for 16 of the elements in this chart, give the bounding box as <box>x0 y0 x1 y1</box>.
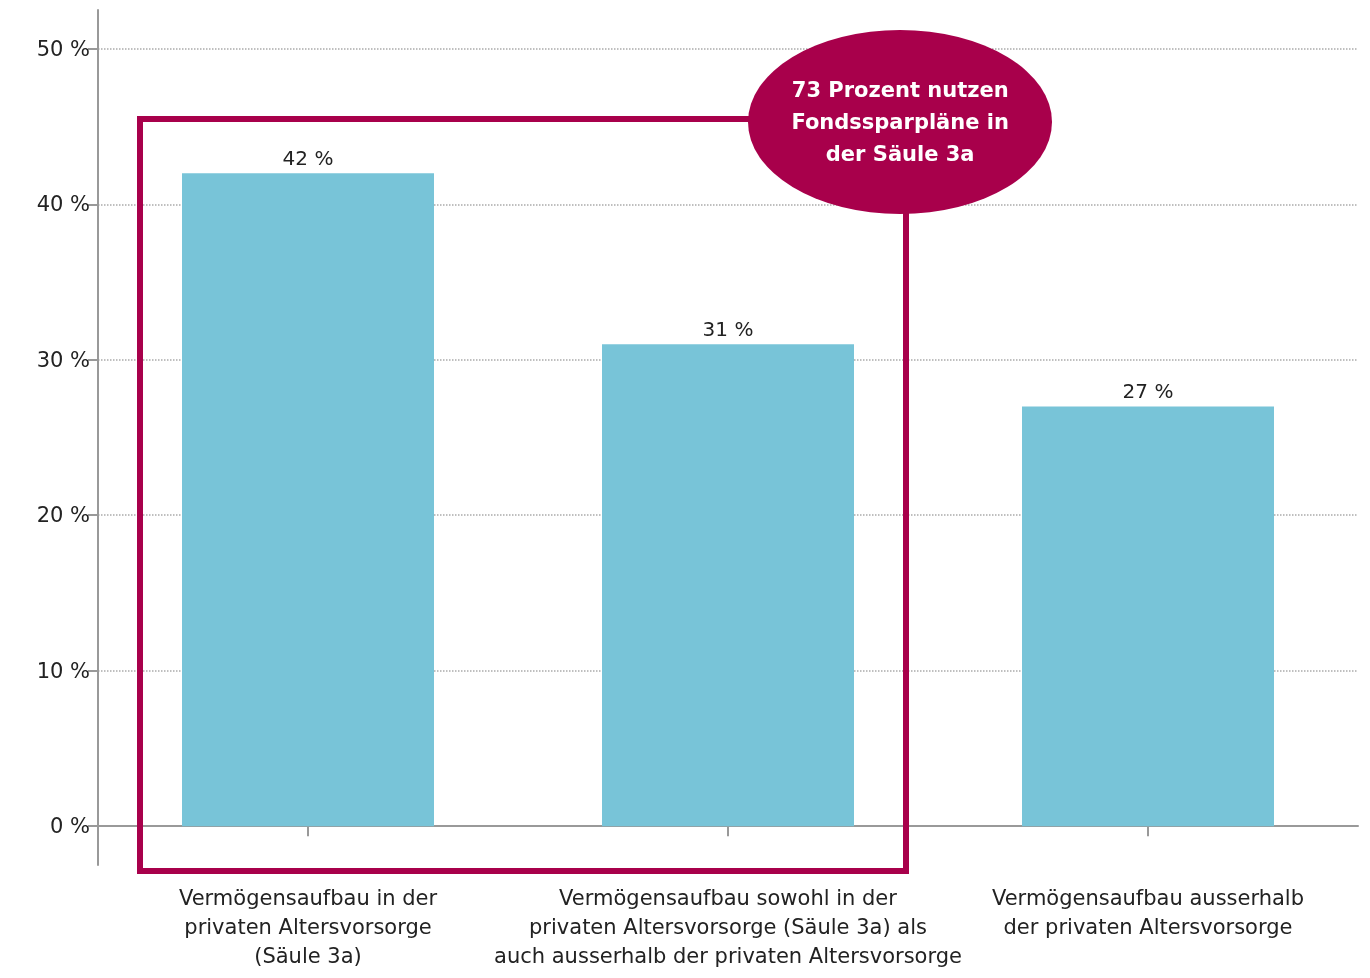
y-tick-label: 20 % <box>36 503 90 528</box>
y-tick-label: 30 % <box>36 347 90 372</box>
bar <box>182 173 434 827</box>
x-tick-label: Vermögensaufbau ausserhalb der privaten Altersvorsorge <box>991 885 1305 939</box>
data-label: 31 % <box>702 317 754 342</box>
callout-bubble: 73 Prozent nutzen Fondssparpläne in der Säule 3a <box>748 29 1053 214</box>
y-tick-label: 50 % <box>36 36 90 61</box>
data-label: 27 % <box>1122 379 1174 404</box>
y-tick-label: 0 % <box>50 814 90 839</box>
data-label: 42 % <box>282 146 334 171</box>
y-tick-label: 40 % <box>36 192 90 217</box>
bar <box>602 344 854 827</box>
bar <box>1022 406 1274 827</box>
x-tick-label: Vermögensaufbau in der privaten Altersvorsorge (Säule 3a) <box>178 885 438 968</box>
x-tick-label: Vermögensaufbau sowohl in der privaten Altersvorsorge (Säule 3a) als auch ausserhalb der privaten Altersvorsorge <box>494 885 962 968</box>
y-tick-label: 10 % <box>36 658 90 683</box>
